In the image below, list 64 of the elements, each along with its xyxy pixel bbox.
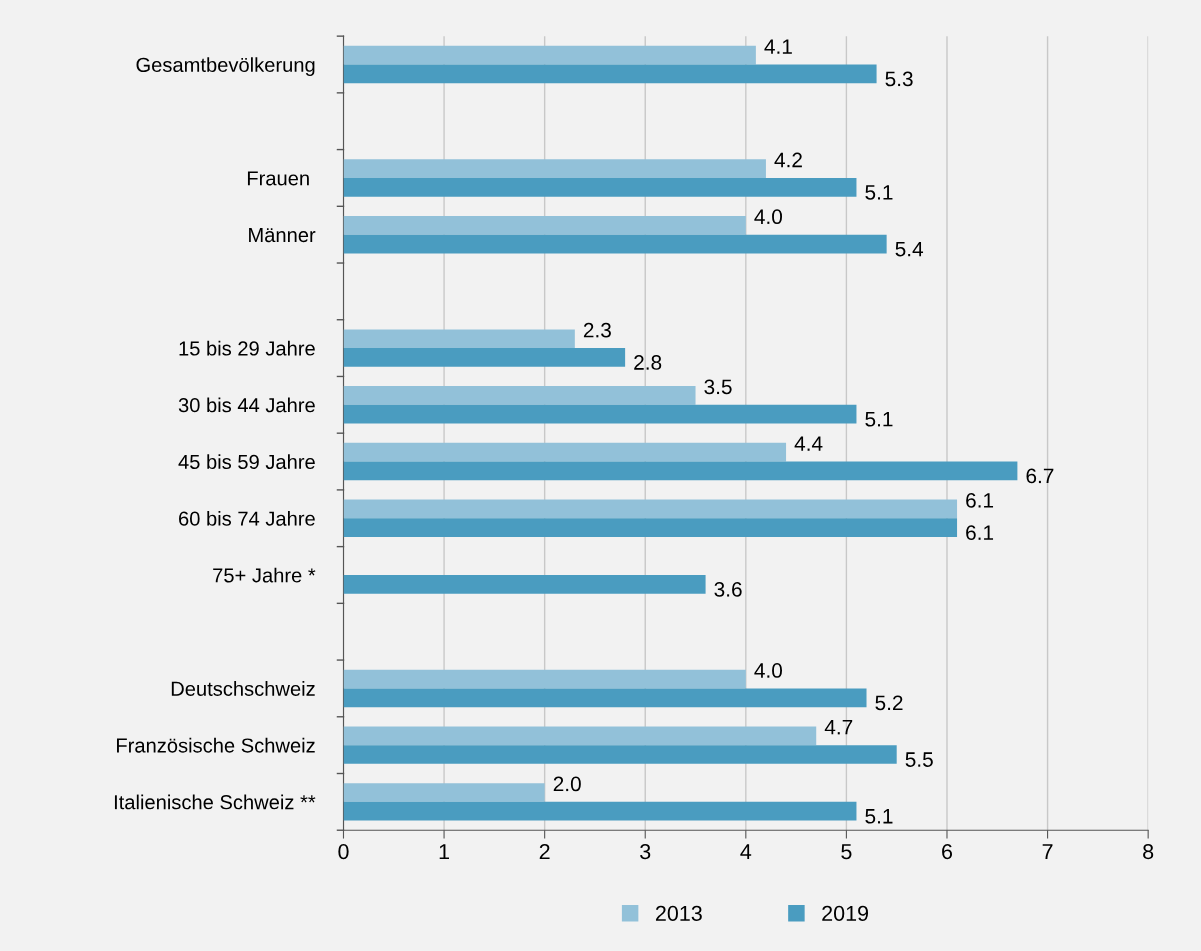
data-label: 2.8 xyxy=(634,355,662,370)
bar xyxy=(343,386,696,405)
y-tick-label: Männer xyxy=(249,228,316,243)
bar xyxy=(343,745,897,764)
bar xyxy=(343,348,626,367)
y-tick-label: Deutschschweiz xyxy=(171,681,315,696)
legend-label: 2019 xyxy=(822,905,869,921)
x-tick-label: 2 xyxy=(539,843,550,860)
x-tick-label: 8 xyxy=(1143,843,1154,860)
data-label: 4.0 xyxy=(754,209,783,225)
data-label: 5.4 xyxy=(895,241,924,257)
bar xyxy=(343,45,756,65)
bar xyxy=(343,783,545,802)
data-label: 5.1 xyxy=(865,185,893,200)
y-tick-label: 15 bis 29 Jahre xyxy=(179,340,315,356)
bar xyxy=(343,404,857,424)
data-label: 4.1 xyxy=(764,39,792,54)
bar xyxy=(343,688,867,708)
bar xyxy=(343,234,887,254)
data-label: 4.0 xyxy=(754,663,783,678)
legend-label: 2013 xyxy=(655,905,702,921)
bar xyxy=(343,801,857,821)
x-tick-label: 6 xyxy=(942,843,953,860)
bar xyxy=(343,177,857,197)
data-label: 4.7 xyxy=(824,720,853,735)
data-label: 5.1 xyxy=(865,412,893,427)
bar xyxy=(343,461,1018,481)
y-tick-label: Italienische Schweiz ** xyxy=(114,794,316,810)
x-tick-label: 3 xyxy=(640,843,651,860)
data-label: 6.1 xyxy=(966,525,994,541)
data-label: 2.3 xyxy=(583,322,611,338)
bar xyxy=(343,215,746,235)
x-tick-label: 4 xyxy=(740,844,752,860)
y-tick-label: Frauen xyxy=(247,171,309,186)
data-label: 6.1 xyxy=(966,492,994,508)
bar xyxy=(343,726,817,746)
data-label: 2.0 xyxy=(553,776,581,792)
y-tick-label: 45 bis 59 Jahre xyxy=(178,454,315,470)
data-label: 5.1 xyxy=(865,809,893,824)
data-label: 5.3 xyxy=(885,71,913,87)
bar xyxy=(343,669,746,689)
data-label: 4.4 xyxy=(794,436,823,451)
y-tick-label: Französische Schweiz xyxy=(117,737,315,753)
y-tick-label: 75+ Jahre * xyxy=(213,567,316,583)
x-tick-label: 1 xyxy=(439,844,450,860)
data-label: 4.2 xyxy=(774,152,802,168)
bar xyxy=(343,574,706,594)
bar xyxy=(343,442,787,462)
bar xyxy=(343,499,958,519)
data-label: 3.5 xyxy=(704,379,732,395)
bar xyxy=(343,64,877,84)
data-label: 3.6 xyxy=(714,581,742,597)
bar xyxy=(343,518,958,537)
y-tick-label: 60 bis 74 Jahre xyxy=(179,510,315,526)
y-tick-label: Gesamtbevölkerung xyxy=(136,57,315,76)
bar xyxy=(343,159,766,178)
bar xyxy=(343,329,575,349)
data-label: 5.5 xyxy=(905,752,933,767)
x-tick-label: 5 xyxy=(841,844,852,860)
data-label: 5.2 xyxy=(875,695,903,711)
y-tick-label: 30 bis 44 Jahre xyxy=(178,397,315,413)
x-tick-label: 0 xyxy=(338,843,349,860)
data-label: 6.7 xyxy=(1026,468,1054,484)
x-tick-label: 7 xyxy=(1042,844,1053,860)
